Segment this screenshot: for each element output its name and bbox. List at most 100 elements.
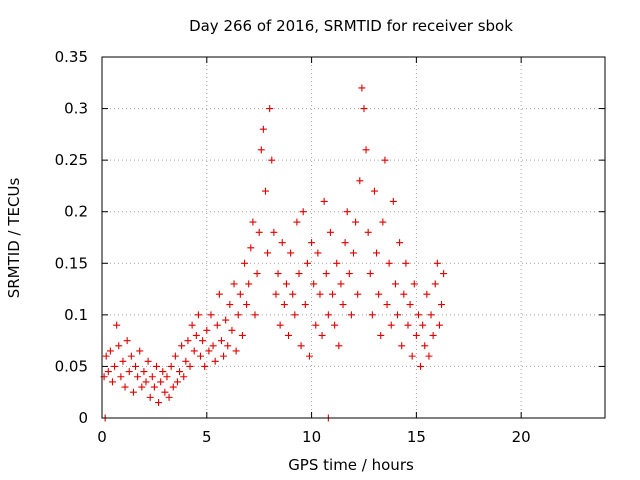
data-point [264, 249, 272, 257]
data-point [358, 84, 366, 92]
data-point [337, 280, 345, 288]
data-point [178, 342, 186, 350]
data-point [213, 321, 221, 329]
data-point [257, 146, 265, 154]
chart-title: Day 266 of 2016, SRMTID for receiver sbo… [189, 17, 513, 35]
data-point [104, 368, 112, 376]
data-point [341, 239, 349, 247]
data-point [433, 259, 441, 267]
data-point [331, 321, 339, 329]
data-point [295, 270, 303, 278]
data-point [209, 342, 217, 350]
data-point [383, 301, 391, 309]
data-point [297, 342, 305, 350]
data-point [394, 311, 402, 319]
data-point [236, 290, 244, 298]
data-point [165, 393, 173, 401]
data-point [312, 321, 320, 329]
x-tick-label: 5 [202, 428, 212, 446]
data-point [268, 156, 276, 164]
y-tick-label: 0.15 [55, 254, 88, 272]
data-point [203, 326, 211, 334]
data-point [287, 249, 295, 257]
data-point [435, 321, 443, 329]
data-point [167, 362, 175, 370]
data-point [182, 357, 190, 365]
data-point [431, 280, 439, 288]
data-point [375, 290, 383, 298]
data-point [274, 270, 282, 278]
data-point [220, 352, 228, 360]
x-tick-label: 15 [407, 428, 426, 446]
data-point [194, 311, 202, 319]
data-point [127, 352, 135, 360]
data-point [324, 311, 332, 319]
data-point [176, 368, 184, 376]
data-point [299, 208, 307, 216]
data-point [414, 311, 422, 319]
y-tick-label: 0.2 [64, 203, 88, 221]
data-point [144, 357, 152, 365]
data-point [364, 228, 372, 236]
data-point [308, 239, 316, 247]
data-point [186, 362, 194, 370]
data-point [362, 146, 370, 154]
data-point [226, 301, 234, 309]
data-point [423, 290, 431, 298]
data-point [228, 326, 236, 334]
data-point [238, 331, 246, 339]
data-point [389, 197, 397, 205]
data-point [146, 393, 154, 401]
data-point [345, 270, 353, 278]
data-point [339, 301, 347, 309]
data-point [136, 347, 144, 355]
data-point [438, 301, 446, 309]
data-point [285, 331, 293, 339]
data-point [180, 373, 188, 381]
data-point [335, 342, 343, 350]
y-tick-label: 0.05 [55, 357, 88, 375]
data-point [188, 321, 196, 329]
data-point [266, 105, 274, 113]
data-point [427, 311, 435, 319]
data-point [134, 373, 142, 381]
data-point [282, 280, 290, 288]
data-point [368, 311, 376, 319]
y-tick-label: 0.1 [64, 306, 88, 324]
y-tick-label: 0.35 [55, 48, 88, 66]
data-point [117, 373, 125, 381]
x-tick-label: 0 [97, 428, 107, 446]
data-point [440, 270, 448, 278]
data-point [301, 301, 309, 309]
data-point [155, 399, 163, 407]
data-point [123, 337, 131, 345]
tick-layer: 0 0.05 0.1 0.15 0.2 0.25 0.3 0.35 0 5 10 15 20 [55, 48, 605, 446]
data-point [381, 156, 389, 164]
data-point [111, 362, 119, 370]
data-point [293, 218, 301, 226]
data-point [224, 342, 232, 350]
x-tick-label: 20 [512, 428, 531, 446]
data-point [366, 270, 374, 278]
data-point [408, 352, 416, 360]
data-point [184, 337, 192, 345]
data-point [398, 342, 406, 350]
data-point [347, 311, 355, 319]
data-point [379, 218, 387, 226]
data-point [245, 280, 253, 288]
data-point [132, 362, 140, 370]
data-point [148, 373, 156, 381]
data-point [150, 383, 158, 391]
data-point [354, 290, 362, 298]
data-point [425, 352, 433, 360]
data-point [400, 290, 408, 298]
y-tick-label: 0.25 [55, 151, 88, 169]
data-point [234, 311, 242, 319]
x-axis-label: GPS time / hours [288, 456, 414, 474]
data-point [169, 383, 177, 391]
data-point [222, 316, 230, 324]
data-point [385, 259, 393, 267]
data-point [211, 357, 219, 365]
data-point [243, 301, 251, 309]
